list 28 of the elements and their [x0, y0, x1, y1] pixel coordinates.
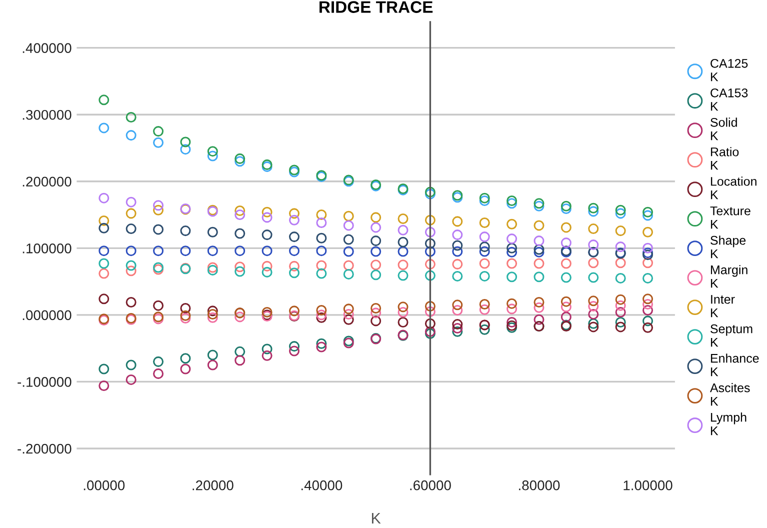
legend-label: Margin K [710, 265, 748, 288]
x-tick-label: .20000 [192, 480, 234, 490]
legend-label: Location K [710, 176, 756, 200]
legend-label: CA153 K [710, 88, 748, 111]
x-tick-label: .00000 [84, 480, 125, 490]
legend-label: CA125 K [710, 58, 748, 82]
y-tick-label: .200000 [22, 176, 72, 187]
legend-label: Lymph K [710, 412, 746, 436]
legend-label: Ascites K [710, 383, 750, 406]
legend-label: Shape K [710, 236, 746, 258]
y-tick-label: .100000 [22, 243, 72, 254]
x-tick-label: 1.00000 [624, 480, 672, 490]
legend-label: Texture K [710, 206, 750, 229]
y-tick-label: .400000 [22, 43, 72, 53]
legend-label: Enhance K [710, 354, 759, 376]
x-tick-label: .60000 [410, 480, 451, 490]
chart-title: RIDGE TRACE [320, 1, 433, 13]
y-tick-label: -.200000 [18, 444, 72, 454]
legend-label: Septum K [710, 324, 752, 347]
legend-label: Inter K [710, 295, 735, 318]
legend-label: Ratio K [710, 147, 739, 170]
y-tick-label: .000000 [22, 310, 72, 320]
y-tick-label: -.100000 [18, 377, 72, 387]
legend-label: Solid K [710, 118, 737, 140]
x-tick-label: .40000 [301, 480, 342, 490]
x-tick-label: .80000 [519, 480, 560, 490]
y-tick-label: .300000 [22, 110, 72, 120]
x-axis-title: K [372, 513, 381, 524]
